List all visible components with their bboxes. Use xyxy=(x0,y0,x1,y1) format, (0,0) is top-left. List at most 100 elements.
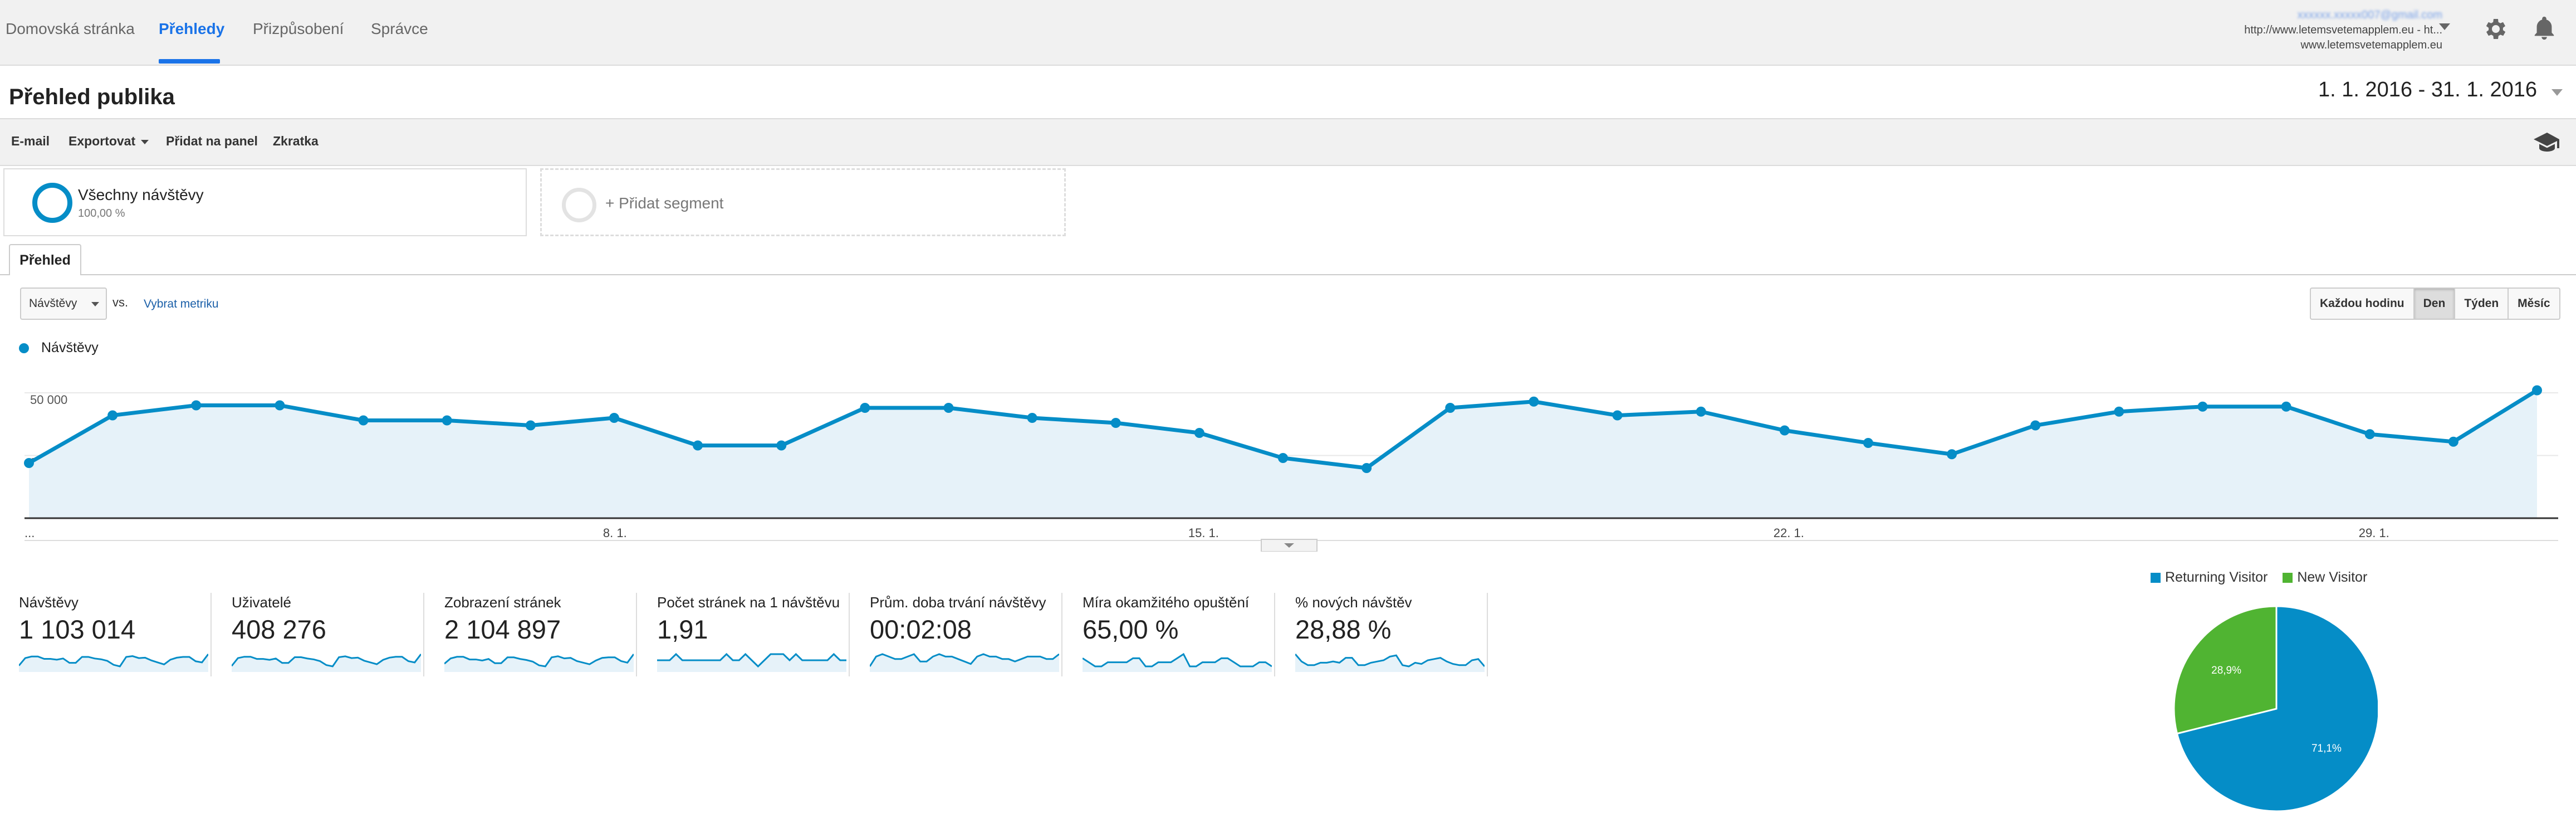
segment-name: Všechny návštěvy xyxy=(78,186,204,203)
scorecard-label: Návštěvy xyxy=(19,594,79,611)
scorecard[interactable]: Zobrazení stránek 2 104 897 xyxy=(425,587,637,676)
chevron-down-icon[interactable] xyxy=(2439,23,2450,30)
data-point xyxy=(1445,403,1456,413)
chevron-down-icon[interactable] xyxy=(2551,89,2563,96)
pie-slice-label: 71,1% xyxy=(2311,743,2342,754)
top-navigation: Domovská stránka Přehledy Přizpůsobení S… xyxy=(0,0,2576,66)
data-point xyxy=(1362,463,1372,473)
granularity-month-button[interactable]: Měsíc xyxy=(2508,289,2559,319)
sparkline-line xyxy=(19,654,208,668)
scorecard-label: Míra okamžitého opuštění xyxy=(1083,594,1250,611)
scorecard[interactable]: Prům. doba trvání návštěvy 00:02:08 xyxy=(851,587,1062,676)
data-point xyxy=(1612,410,1623,421)
sparkline-area xyxy=(657,654,846,672)
scorecard-value: 28,88 % xyxy=(1295,615,1392,644)
data-point xyxy=(1278,453,1288,463)
nav-tab-home[interactable]: Domovská stránka xyxy=(6,20,135,37)
scorecard-sparkline xyxy=(232,654,421,672)
chart-legend: Návštěvy xyxy=(19,340,99,356)
select-metric-link[interactable]: Vybrat metriku xyxy=(144,298,219,310)
scorecard[interactable]: Uživatelé 408 276 xyxy=(213,587,424,676)
scorecard-divider xyxy=(1061,593,1062,676)
account-selector[interactable]: xxxxxx.xxxxx007@gmail.com http://www.let… xyxy=(2244,8,2442,53)
caret-down-icon xyxy=(141,139,149,144)
data-point xyxy=(2532,385,2542,396)
export-button[interactable]: Exportovat xyxy=(68,134,149,149)
report-toolbar: E-mail Exportovat Přidat na panel Zkratk… xyxy=(0,118,2576,166)
date-range-picker[interactable]: 1. 1. 2016 - 31. 1. 2016 xyxy=(2318,78,2537,101)
graduation-cap-icon[interactable] xyxy=(2534,131,2560,153)
metric-select[interactable]: Návštěvy xyxy=(20,288,107,320)
segment-all-visits[interactable]: Všechny návštěvy 100,00 % xyxy=(3,168,527,236)
email-button[interactable]: E-mail xyxy=(11,134,50,148)
sparkline-line xyxy=(1083,652,1272,668)
gear-icon[interactable] xyxy=(2482,16,2509,42)
data-point xyxy=(358,415,369,426)
scorecard-label: % nových návštěv xyxy=(1295,594,1412,611)
pie-slice xyxy=(2173,605,2278,735)
add-segment-label: + Přidat segment xyxy=(605,194,724,212)
sparkline-line xyxy=(444,654,634,668)
scorecard-divider xyxy=(423,593,424,676)
data-point xyxy=(525,420,536,431)
pie-slice xyxy=(2176,605,2378,812)
data-point xyxy=(609,413,619,423)
account-property: http://www.letemsvetemapplem.eu - ht... xyxy=(2244,24,2442,36)
vs-label: vs. xyxy=(112,295,129,309)
x-tick-label: 29. 1. xyxy=(2359,526,2389,540)
scorecard-sparkline xyxy=(1295,654,1485,672)
tab-divider xyxy=(0,274,2576,275)
scorecard-sparkline xyxy=(870,653,1059,672)
data-point xyxy=(1027,413,1037,423)
data-point xyxy=(943,403,954,413)
scorecard[interactable]: Počet stránek na 1 návštěvu 1,91 xyxy=(638,587,850,676)
legend-label-new: New Visitor xyxy=(2297,569,2368,585)
data-point xyxy=(24,458,34,468)
legend-dot-icon xyxy=(19,343,29,354)
data-point xyxy=(2281,401,2291,412)
visits-line-chart: 50 00025 000...8. 1.15. 1.22. 1.29. 1. xyxy=(24,385,2558,552)
nav-tab-reports[interactable]: Přehledy xyxy=(159,20,225,37)
sparkline-line xyxy=(657,652,846,668)
scorecard-value: 1 103 014 xyxy=(19,615,136,644)
add-segment-button[interactable]: + Přidat segment xyxy=(540,168,1066,236)
page-title: Přehled publika xyxy=(9,85,175,109)
data-point xyxy=(1863,438,1873,448)
data-point xyxy=(1194,428,1204,438)
legend-label: Návštěvy xyxy=(41,340,99,355)
scorecard-label: Uživatelé xyxy=(232,594,291,611)
scorecard-divider xyxy=(636,593,637,676)
scorecard-value: 1,91 xyxy=(657,615,708,644)
nav-tab-customization[interactable]: Přizpůsobení xyxy=(253,20,344,37)
x-tick-label: 22. 1. xyxy=(1774,526,1804,540)
nav-tab-admin[interactable]: Správce xyxy=(371,20,428,37)
scorecard[interactable]: % nových návštěv 28,88 % xyxy=(1276,587,1488,676)
scorecard[interactable]: Míra okamžitého opuštění 65,00 % xyxy=(1064,587,1275,676)
scorecard-divider xyxy=(849,593,850,676)
pie-legend: Returning Visitor New Visitor xyxy=(2151,569,2367,586)
chevron-down-icon xyxy=(1284,543,1294,548)
granularity-week-button[interactable]: Týden xyxy=(2454,289,2508,319)
data-point xyxy=(776,440,787,451)
x-tick-label: ... xyxy=(25,526,35,540)
scorecard-label: Počet stránek na 1 návštěvu xyxy=(657,594,840,611)
bell-icon[interactable] xyxy=(2531,14,2557,42)
shortcut-button[interactable]: Zkratka xyxy=(273,134,319,148)
scorecard-divider xyxy=(1274,593,1275,676)
data-point xyxy=(1110,418,1121,428)
data-point xyxy=(191,400,202,411)
caret-down-icon xyxy=(91,302,99,306)
data-point xyxy=(1947,449,1957,460)
sparkline-line xyxy=(232,654,421,668)
data-point xyxy=(860,403,870,413)
tab-overview[interactable]: Přehled xyxy=(9,244,81,275)
granularity-hourly-button[interactable]: Každou hodinu xyxy=(2320,297,2404,310)
data-point xyxy=(2030,420,2041,431)
scorecard-sparkline xyxy=(19,654,208,672)
scorecard[interactable]: Návštěvy 1 103 014 xyxy=(0,587,212,676)
add-to-dashboard-button[interactable]: Přidat na panel xyxy=(166,134,258,148)
sparkline-line xyxy=(870,653,1059,667)
granularity-toggle: Každou hodinu Den Týden Měsíc xyxy=(2310,288,2560,320)
segment-percent: 100,00 % xyxy=(78,207,125,220)
granularity-day-button[interactable]: Den xyxy=(2413,289,2455,319)
